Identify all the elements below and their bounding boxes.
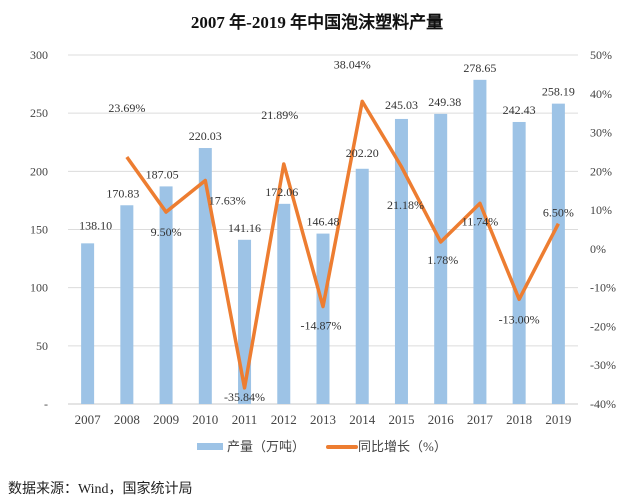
y-tick-left: 150 — [30, 223, 48, 237]
x-tick: 2008 — [114, 412, 140, 427]
y-tick-left: 200 — [30, 164, 48, 178]
bar-label: 202.20 — [346, 146, 379, 160]
line-label: 38.04% — [334, 57, 371, 71]
bar-label: 146.48 — [307, 215, 340, 229]
line-label: 17.63% — [209, 194, 246, 208]
y-tick-left: 100 — [30, 281, 48, 295]
bar — [394, 118, 408, 405]
line-label: 9.50% — [151, 225, 182, 239]
line-label: -14.87% — [301, 319, 342, 333]
y-tick-left: - — [44, 397, 48, 411]
bar — [198, 148, 212, 404]
y-tick-right: -40% — [590, 397, 616, 411]
chart-title: 2007 年-2019 年中国泡沫塑料产量 — [190, 13, 444, 32]
x-tick: 2012 — [271, 412, 297, 427]
x-tick: 2011 — [232, 412, 258, 427]
y-tick-right: 0% — [590, 242, 606, 256]
y-tick-right: 50% — [590, 48, 612, 62]
bar-label: 258.19 — [542, 85, 575, 99]
bar-label: 141.16 — [228, 221, 261, 235]
bar-label: 220.03 — [189, 129, 222, 143]
x-tick: 2018 — [506, 412, 532, 427]
line-label: 6.50% — [543, 206, 574, 220]
legend-swatch-bar — [197, 443, 223, 450]
y-tick-right: 40% — [590, 87, 612, 101]
bar — [159, 186, 173, 404]
bar — [473, 79, 487, 405]
y-tick-right: -30% — [590, 358, 616, 372]
bar-label: 242.43 — [503, 103, 536, 117]
y-tick-left: 50 — [36, 339, 48, 353]
bar-label: 245.03 — [385, 98, 418, 112]
growth-line — [125, 99, 560, 390]
x-tick: 2014 — [349, 412, 376, 427]
y-tick-right: 10% — [590, 203, 612, 217]
line-label: 1.78% — [427, 253, 458, 267]
x-tick: 2017 — [467, 412, 494, 427]
bar — [120, 205, 134, 404]
line-label: -13.00% — [499, 312, 540, 326]
y-tick-right: 20% — [590, 164, 612, 178]
y-tick-right: 30% — [590, 126, 612, 140]
bar-label: 170.83 — [106, 186, 139, 200]
source-note: 数据来源：Wind，国家统计局 — [8, 482, 193, 497]
legend-label-bar: 产量（万吨） — [227, 439, 305, 454]
x-tick: 2019 — [545, 412, 571, 427]
x-tick: 2016 — [428, 412, 455, 427]
line-label: 23.69% — [108, 101, 145, 115]
y-tick-right: -10% — [590, 281, 616, 295]
bar-label: 172.06 — [265, 185, 298, 199]
x-tick: 2007 — [75, 412, 102, 427]
x-tick: 2009 — [153, 412, 179, 427]
bar — [81, 243, 95, 404]
y-tick-right: -20% — [590, 319, 616, 333]
bar — [316, 233, 330, 404]
legend-label-line: 同比增长（%） — [358, 439, 447, 454]
x-tick: 2013 — [310, 412, 336, 427]
y-tick-left: 250 — [30, 106, 48, 120]
bar-label: 278.65 — [463, 61, 496, 75]
bar — [434, 113, 448, 404]
line-label: 11.74% — [462, 214, 499, 228]
line-label: 21.89% — [261, 108, 298, 122]
chart: - 50 100 150 200 250 300 -40% -30% -20% -10% 0% 10% 2… — [30, 48, 616, 454]
line-label: 21.18% — [387, 198, 424, 212]
bar — [512, 121, 526, 405]
bar — [551, 103, 565, 404]
x-tick: 2010 — [192, 412, 218, 427]
bar-label: 138.10 — [79, 218, 112, 232]
bar — [277, 203, 291, 404]
y-tick-left: 300 — [30, 48, 48, 62]
bar — [355, 168, 369, 404]
line-label: -35.84% — [224, 390, 265, 404]
x-tick: 2015 — [388, 412, 414, 427]
bar-label: 187.05 — [146, 167, 179, 181]
bar-label: 249.38 — [428, 95, 461, 109]
